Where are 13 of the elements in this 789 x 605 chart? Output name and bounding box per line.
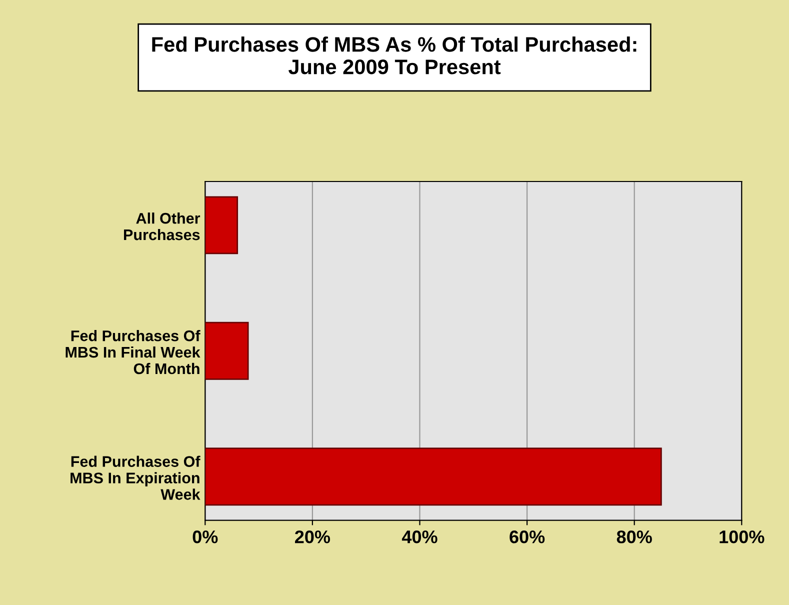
- bar: [205, 322, 249, 380]
- bar: [205, 448, 662, 506]
- y-tick-label: All Other Purchases: [124, 212, 200, 240]
- x-tick-label: 0%: [192, 530, 218, 544]
- x-tick-label: 20%: [295, 530, 330, 544]
- y-tick-label: Fed Purchases Of MBS In Expiration Week: [70, 456, 200, 500]
- y-tick-label: Fed Purchases Of MBS In Final Week Of Month: [66, 330, 200, 374]
- x-tick-label: 60%: [510, 530, 545, 544]
- chart-title: Fed Purchases Of MBS As % Of Total Purchased: June 2009 To Present: [152, 36, 636, 74]
- x-tick-label: 80%: [616, 530, 652, 544]
- x-tick-label: 100%: [720, 530, 764, 544]
- x-tick-label: 40%: [402, 530, 438, 544]
- bar: [205, 196, 238, 254]
